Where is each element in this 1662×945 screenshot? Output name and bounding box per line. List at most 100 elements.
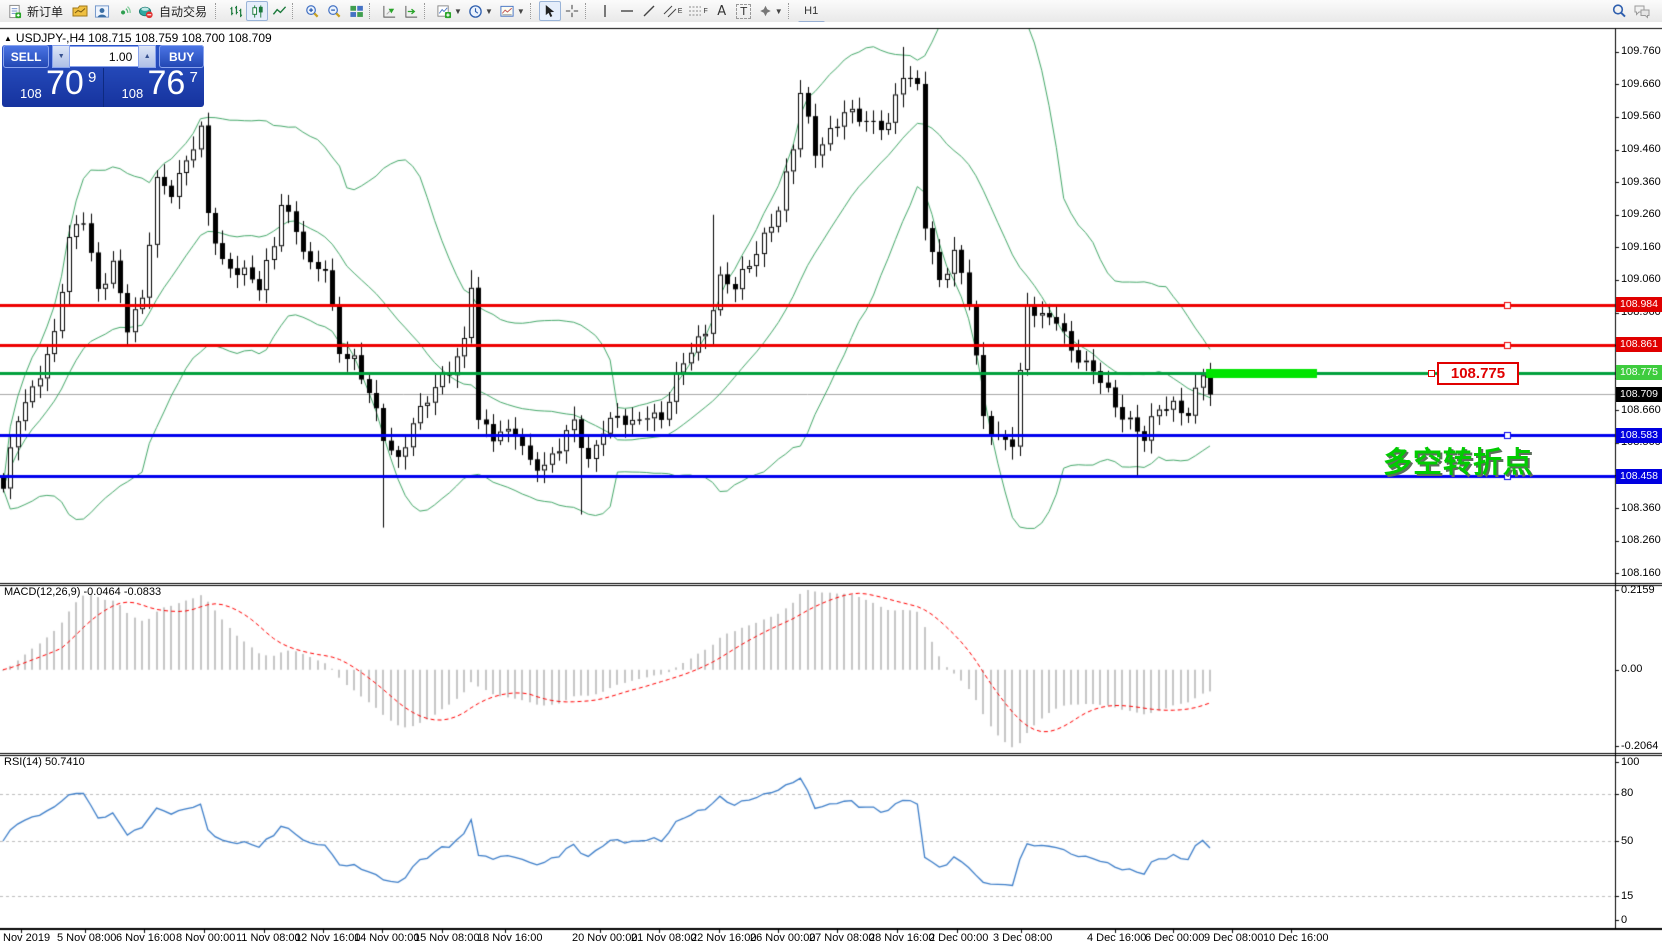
collapse-panel-icon[interactable]: ▲ [4, 34, 12, 43]
horizontal-line-tool-button[interactable] [616, 1, 638, 21]
cursor-tool-button[interactable] [538, 1, 561, 21]
price-callout-label: 108.775 [1437, 362, 1519, 385]
candlestick-chart-icon [251, 4, 263, 18]
vertical-line-icon [604, 5, 606, 17]
time-axis-label: 4 Dec 16:00 [1087, 932, 1147, 944]
crosshair-icon [565, 4, 578, 18]
buy-price-prefix: 108 [121, 86, 144, 101]
channel-tool-button[interactable]: E [660, 1, 686, 21]
time-axis-label: 6 Nov 16:00 [116, 932, 176, 944]
toolbar: 新订单 自动交易 [0, 0, 1662, 97]
zoom-in-button[interactable] [301, 1, 323, 21]
auto-scroll-button[interactable] [378, 1, 400, 21]
crosshair-tool-button[interactable] [561, 1, 583, 21]
buy-button[interactable]: BUY [159, 45, 204, 68]
templates-button[interactable]: ▼ [496, 1, 528, 21]
time-axis-label: 26 Nov 00:00 [750, 932, 816, 944]
sell-price-area[interactable]: 108 70 9 [2, 64, 103, 107]
new-order-label[interactable]: 新订单 [27, 4, 64, 19]
price-axis-tick: 108.260 [1621, 534, 1661, 547]
channel-icon [663, 5, 677, 18]
callout-handle[interactable] [1428, 370, 1435, 377]
volume-decrease-button[interactable]: ▼ [52, 45, 71, 68]
dropdown-arrow-icon: ▼ [484, 6, 493, 16]
auto-trading-label[interactable]: 自动交易 [159, 4, 208, 19]
periods-button[interactable]: ▼ [465, 1, 496, 21]
symbol-info-line: ▲ USDJPY-,H4 108.715 108.759 108.700 108.… [4, 31, 272, 45]
price-chart-canvas[interactable] [0, 22, 1662, 945]
vertical-line-tool-button[interactable] [594, 1, 616, 21]
volume-increase-button[interactable]: ▲ [138, 45, 157, 68]
toolbar-separator [584, 3, 590, 19]
dropdown-arrow-icon: ▼ [516, 6, 525, 16]
symbol-ohlc-text: USDJPY-,H4 108.715 108.759 108.700 108.7… [15, 31, 272, 45]
indicators-button[interactable]: ▼ [433, 1, 465, 21]
price-axis-tick: 108.660 [1621, 403, 1661, 416]
hline-price-flag: 108.458 [1616, 468, 1662, 484]
chart-shift-icon [404, 5, 417, 18]
profiles-icon [72, 5, 88, 17]
zoom-out-button[interactable] [323, 1, 345, 21]
time-axis-label: 18 Nov 16:00 [477, 932, 543, 944]
price-axis-tick: 109.660 [1621, 77, 1661, 90]
time-axis-label: 27 Nov 08:00 [809, 932, 875, 944]
community-button[interactable] [91, 1, 113, 21]
time-axis-label: 5 Nov 08:00 [57, 932, 117, 944]
shapes-tool-button[interactable]: ▼ [755, 1, 786, 21]
line-chart-button[interactable] [268, 1, 290, 21]
chart-shift-button[interactable] [400, 1, 422, 21]
auto-trading-button[interactable] [135, 1, 157, 21]
label-tool-letter: T [736, 3, 752, 19]
bar-chart-button[interactable] [224, 1, 246, 21]
channel-tool-letter: E [677, 7, 683, 15]
text-label-tool-button[interactable]: T [733, 1, 755, 21]
cursor-icon [546, 4, 555, 18]
time-axis-label: 22 Nov 16:00 [691, 932, 757, 944]
chat-button[interactable] [1630, 1, 1654, 21]
tile-windows-button[interactable] [345, 1, 367, 21]
trade-controls-row: SELL ▼ ▲ BUY [2, 45, 204, 68]
profiles-button[interactable] [69, 1, 91, 21]
time-axis-label: 8 Nov 00:00 [176, 932, 236, 944]
buy-price-pip: 7 [189, 69, 198, 86]
one-click-trading-panel: SELL ▼ ▲ BUY 108 70 9 108 76 7 [2, 45, 204, 107]
price-axis-tick: 109.460 [1621, 143, 1661, 156]
buy-price-area[interactable]: 108 76 7 [102, 64, 205, 107]
rsi-axis-tick: 100 [1621, 755, 1640, 768]
tile-windows-icon [349, 5, 363, 17]
time-axis-label: 20 Nov 00:00 [572, 932, 638, 944]
price-axis-tick: 109.760 [1621, 45, 1661, 58]
hline-price-flag: 108.583 [1616, 427, 1662, 443]
sell-price-main: 70 [46, 64, 84, 102]
hline-price-flag: 108.861 [1616, 337, 1662, 353]
volume-group: ▼ ▲ [52, 45, 157, 68]
trendline-tool-button[interactable] [638, 1, 660, 21]
clock-icon [469, 4, 482, 18]
new-order-button[interactable] [3, 1, 25, 21]
zoom-out-icon [328, 4, 341, 17]
line-chart-icon [272, 5, 286, 15]
search-button[interactable] [1608, 1, 1630, 21]
toolbar-separator [787, 3, 793, 19]
timeframe-h1-button[interactable]: H1 [804, 5, 819, 17]
price-axis-tick: 109.060 [1621, 273, 1661, 286]
rsi-axis-tick: 15 [1621, 889, 1634, 902]
signals-button[interactable] [113, 1, 135, 21]
volume-input[interactable] [70, 46, 139, 67]
time-axis-label: 14 Nov 00:00 [354, 932, 420, 944]
price-axis-tick: 109.160 [1621, 240, 1661, 253]
rsi-axis-tick: 50 [1621, 834, 1634, 847]
auto-scroll-icon [382, 5, 395, 18]
fibonacci-tool-button[interactable]: F [685, 1, 710, 21]
hline-price-flag: 108.775 [1616, 365, 1662, 381]
toolbar-separator [292, 3, 297, 19]
text-tool-button[interactable]: A [711, 1, 733, 21]
sell-price-prefix: 108 [20, 86, 42, 101]
new-order-icon [8, 4, 21, 18]
candlestick-chart-button[interactable] [246, 1, 269, 21]
auto-trading-icon [138, 6, 153, 18]
chart-window: ▲ USDJPY-,H4 108.715 108.759 108.700 108.… [0, 22, 1662, 945]
sell-button[interactable]: SELL [3, 45, 50, 68]
macd-axis-tick: 0.2159 [1621, 583, 1655, 596]
